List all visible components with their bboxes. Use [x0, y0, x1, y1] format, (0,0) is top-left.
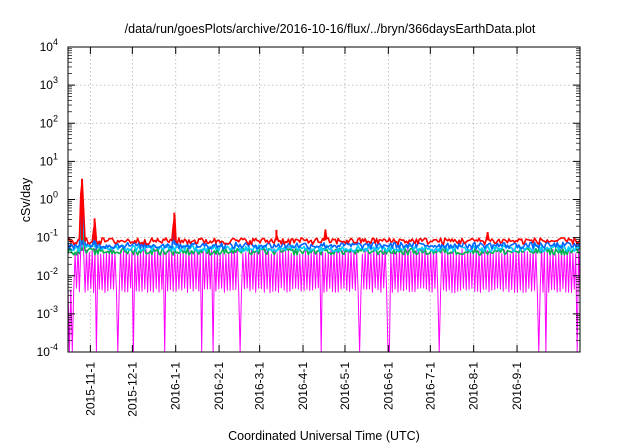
series-line: [67, 232, 581, 353]
y-tick-label: 100: [40, 190, 58, 207]
x-axis: 2015-11-1 2015-12-1 2016-1-1 2016-2-1 2016-3…: [83, 47, 524, 417]
data-series: [67, 178, 581, 353]
series-line: [67, 197, 581, 253]
series-line: [67, 180, 581, 246]
x-axis-label: Coordinated Universal Time (UTC): [228, 429, 420, 443]
x-tick-label: 2016-5-1: [338, 362, 352, 410]
x-tick-label: 2016-8-1: [467, 362, 481, 410]
x-tick-label: 2016-4-1: [296, 362, 310, 410]
grid-lines: [68, 46, 580, 353]
y-tick-label: 102: [40, 113, 58, 130]
y-tick-label: 104: [40, 37, 58, 54]
y-tick-label: 10-4: [37, 342, 58, 359]
x-tick-label: 2016-3-1: [253, 362, 267, 410]
series-line: [67, 187, 581, 250]
x-tick-label: 2016-9-1: [510, 362, 524, 410]
y-axis-label: cSv/day: [19, 177, 33, 222]
x-tick-label: 2015-12-1: [125, 362, 139, 417]
y-tick-label: 10-2: [37, 266, 58, 283]
x-tick-label: 2016-7-1: [423, 362, 437, 410]
x-tick-label: 2016-1-1: [169, 362, 183, 410]
chart-title: /data/run/goesPlots/archive/2016-10-16/f…: [125, 22, 536, 36]
y-tick-label: 103: [40, 75, 58, 92]
x-tick-label: 2015-11-1: [83, 362, 97, 416]
y-axis: 10-4 10-3 10-2 10-1 100 101 102 103 104: [37, 37, 580, 359]
y-tick-label: 10-3: [37, 304, 58, 321]
y-tick-label: 10-1: [37, 228, 58, 245]
y-tick-label: 101: [40, 151, 58, 168]
x-tick-label: 2016-6-1: [381, 362, 395, 410]
x-tick-label: 2016-2-1: [212, 362, 226, 410]
